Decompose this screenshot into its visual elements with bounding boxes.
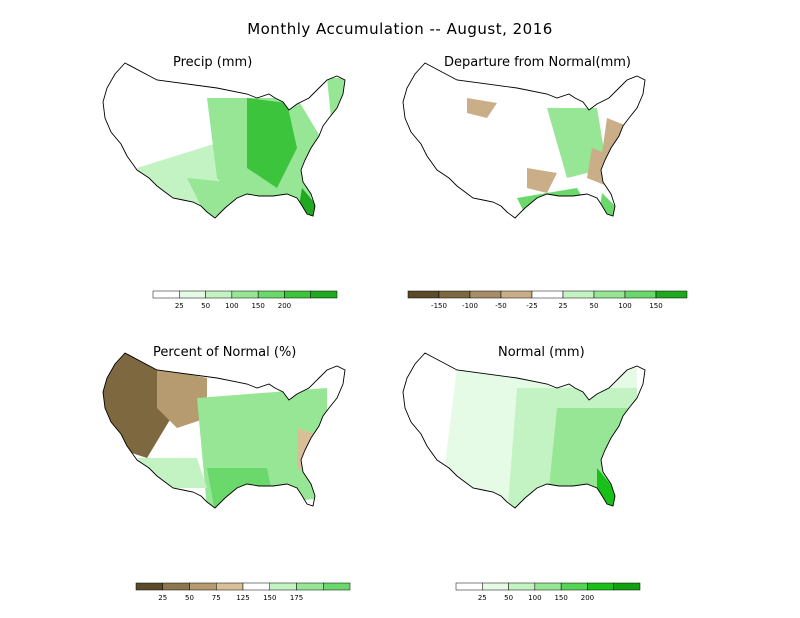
percent-colorbar-tick-label: 75 <box>212 594 221 602</box>
normal-colorbar-tick-label: 50 <box>504 594 513 602</box>
percent-colorbar-swatch <box>189 582 217 591</box>
normal-colorbar-tick-label: 100 <box>528 594 541 602</box>
percent-colorbar-swatch <box>135 582 163 591</box>
percent-colorbar-swatch <box>269 582 297 591</box>
precip-map <box>102 62 346 219</box>
normal-colorbar-tick-label: 200 <box>581 594 594 602</box>
departure-colorbar-tick-label: 150 <box>649 302 662 310</box>
departure-panel-title: Departure from Normal(mm) <box>444 55 631 70</box>
percent-colorbar-swatch <box>242 582 270 591</box>
normal-colorbar-swatch <box>587 582 614 591</box>
percent-colorbar-swatch <box>216 582 244 591</box>
precip-colorbar: 25 50 100 150 200 <box>152 290 338 310</box>
percent-colorbar-tick-label: 50 <box>185 594 194 602</box>
departure-map <box>402 62 646 219</box>
departure-colorbar-tick-label: -25 <box>526 302 537 310</box>
normal-colorbar-swatch <box>482 582 509 591</box>
precip-colorbar-swatch <box>284 290 311 299</box>
departure-colorbar-swatch <box>624 290 657 299</box>
normal-colorbar-tick-label: 25 <box>478 594 487 602</box>
percent-colorbar-swatch <box>162 582 190 591</box>
precip-colorbar-swatch <box>205 290 233 299</box>
percent-panel-title: Percent of Normal (%) <box>153 345 297 360</box>
departure-colorbar-swatch <box>469 290 502 299</box>
percent-colorbar-swatch <box>296 582 324 591</box>
departure-colorbar-tick-label: 100 <box>618 302 631 310</box>
departure-colorbar-swatch <box>531 290 564 299</box>
precip-colorbar-tick-label: 100 <box>225 302 238 310</box>
departure-colorbar: -150 -100 -50 -25 25 50 100 150 <box>407 290 688 310</box>
precip-colorbar-tick-label: 150 <box>251 302 264 310</box>
departure-colorbar-tick-label: -150 <box>431 302 447 310</box>
percent-colorbar: 25 50 75 125 150 175 <box>135 582 351 602</box>
normal-colorbar-swatch <box>455 582 483 591</box>
percent-colorbar-tick-label: 125 <box>236 594 249 602</box>
normal-colorbar-tick-label: 150 <box>554 594 567 602</box>
precip-panel-title: Precip (mm) <box>173 55 253 70</box>
percent-colorbar-tick-label: 175 <box>290 594 303 602</box>
percent-colorbar-tick-label: 25 <box>158 594 167 602</box>
departure-colorbar-tick-label: -50 <box>495 302 506 310</box>
precip-colorbar-tick-label: 50 <box>201 302 210 310</box>
normal-map <box>402 352 646 509</box>
departure-colorbar-tick-label: 25 <box>559 302 568 310</box>
departure-colorbar-tick-label: -100 <box>462 302 478 310</box>
figure-title: Monthly Accumulation -- August, 2016 <box>247 20 553 38</box>
normal-colorbar-swatch <box>508 582 536 591</box>
normal-panel-title: Normal (mm) <box>498 345 585 360</box>
departure-colorbar-swatch <box>407 290 440 299</box>
percent-map <box>102 352 346 509</box>
precip-colorbar-swatch <box>231 290 259 299</box>
normal-colorbar-swatch <box>560 582 588 591</box>
precip-colorbar-swatch <box>152 290 180 299</box>
precip-colorbar-tick-label: 25 <box>175 302 184 310</box>
precip-colorbar-swatch <box>257 290 285 299</box>
normal-colorbar-swatch <box>534 582 562 591</box>
precip-colorbar-swatch <box>179 290 206 299</box>
departure-colorbar-swatch <box>562 290 595 299</box>
normal-colorbar-swatch <box>613 582 641 591</box>
precip-colorbar-swatch <box>310 290 338 299</box>
normal-colorbar: 25 50 100 150 200 <box>455 582 641 602</box>
departure-colorbar-swatch <box>500 290 533 299</box>
percent-colorbar-tick-label: 150 <box>263 594 276 602</box>
percent-colorbar-swatch <box>323 582 351 591</box>
precip-colorbar-tick-label: 200 <box>278 302 291 310</box>
departure-colorbar-swatch <box>438 290 471 299</box>
departure-colorbar-tick-label: 50 <box>590 302 599 310</box>
departure-colorbar-swatch <box>593 290 626 299</box>
departure-colorbar-swatch <box>655 290 688 299</box>
